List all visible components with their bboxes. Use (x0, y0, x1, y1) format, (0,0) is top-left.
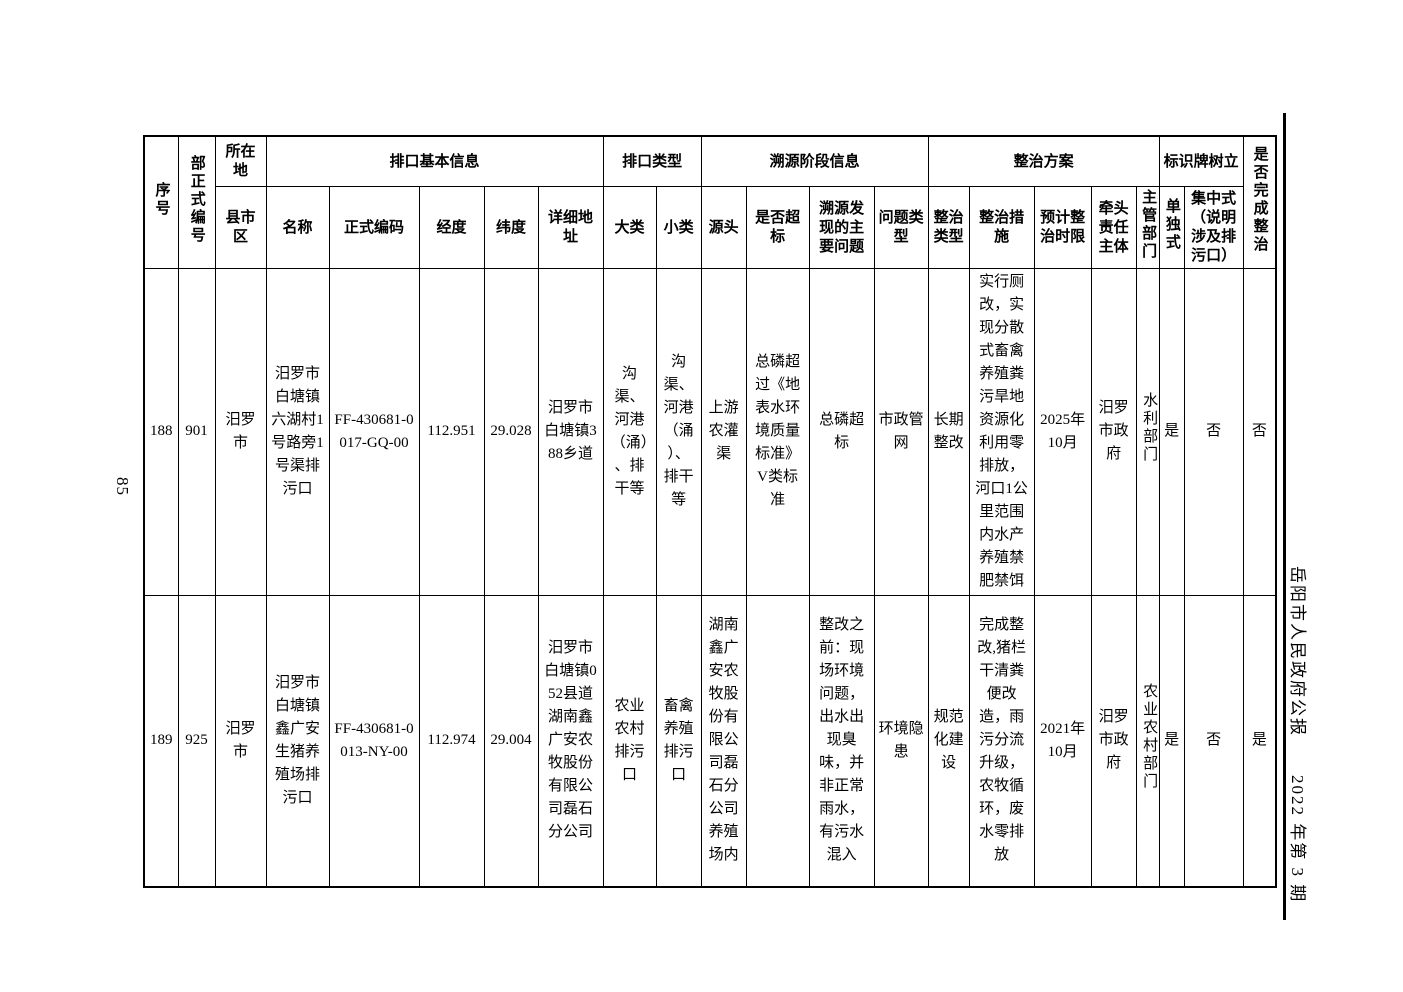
cell-exceed (745, 594, 810, 888)
cell-outlet-code: FF-430681-0017-GQ-00 (328, 267, 420, 596)
cell-name: 汨罗市白塘镇六湖村1号路旁1号渠排污口 (265, 267, 330, 596)
cell-longitude: 112.974 (418, 594, 485, 888)
col-header-category-major: 大类 (602, 185, 657, 269)
cell-name: 汨罗市白塘镇鑫广安生猪养殖场排污口 (265, 594, 330, 888)
cell-single-sign: 是 (1158, 594, 1185, 888)
cell-latitude: 29.004 (483, 594, 539, 888)
col-header-single-sign: 单独式 (1158, 185, 1185, 269)
cell-central-sign: 否 (1183, 267, 1244, 596)
col-header-latitude: 纬度 (483, 185, 539, 269)
right-edge-rule (1283, 113, 1286, 920)
col-header-longitude: 经度 (418, 185, 485, 269)
col-header-address: 详细地址 (537, 185, 604, 269)
col-header-deadline: 预计整治时限 (1033, 185, 1092, 269)
group-header-location: 所在地 (214, 135, 267, 187)
col-header-measures: 整治措施 (968, 185, 1035, 269)
cell-main-problem: 整改之前：现场环境问题，出水出现臭味，并非正常雨水，有污水混入 (808, 594, 875, 888)
col-header-problem-type: 问题类型 (873, 185, 929, 269)
cell-category-major: 沟渠、河港（涌）、排干等 (602, 267, 657, 596)
cell-category-minor: 畜禽养殖排污口 (655, 594, 702, 888)
cell-exceed: 总磷超过《地表水环境质量标准》V类标准 (745, 267, 810, 596)
cell-category-minor: 沟渠、河港（涌）、排干等 (655, 267, 702, 596)
cell-serial: 189 (143, 594, 179, 888)
table-row: 189 925 汨罗市 汨罗市白塘镇鑫广安生猪养殖场排污口 FF-430681-… (143, 594, 1277, 888)
journal-title: 岳阳市人民政府公报 2022 年第 3 期 (1288, 566, 1307, 904)
group-header-signboard: 标识牌树立 (1158, 135, 1244, 187)
outlet-remediation-table: 序号 部正式编号 所在地 排口基本信息 排口类型 溯源阶段信息 整治方案 标识牌… (143, 135, 1278, 888)
col-header-fix-type: 整治类型 (927, 185, 970, 269)
header-group-row: 序号 部正式编号 所在地 排口基本信息 排口类型 溯源阶段信息 整治方案 标识牌… (143, 135, 1277, 269)
cell-main-problem: 总磷超标 (808, 267, 875, 596)
col-header-ministry-code: 部正式编号 (177, 135, 216, 269)
col-header-source: 源头 (700, 185, 747, 269)
cell-deadline: 2021年10月 (1033, 594, 1092, 888)
cell-measures: 实行厕改，实现分散式畜禽养殖粪污旱地资源化利用零排放，河口1公里范围内水产养殖禁… (968, 267, 1035, 596)
col-header-outlet-code: 正式编码 (328, 185, 420, 269)
cell-category-major: 农业农村排污口 (602, 594, 657, 888)
cell-deadline: 2025年10月 (1033, 267, 1092, 596)
cell-completed: 是 (1242, 594, 1277, 888)
header-sub-row: 县市区 名称 正式编码 经度 纬度 详细地址 大类 小类 源头 是否超标 溯源发… (144, 185, 1276, 269)
cell-serial: 188 (143, 267, 179, 596)
cell-source: 湖南鑫广安农牧股份有限公司磊石分公司养殖场内 (700, 594, 747, 888)
table-row: 188 901 汨罗市 汨罗市白塘镇六湖村1号路旁1号渠排污口 FF-43068… (143, 267, 1277, 596)
cell-problem-type: 市政管网 (873, 267, 929, 596)
cell-address: 汨罗市白塘镇052县道湖南鑫广安农牧股份有限公司磊石分公司 (537, 594, 604, 888)
cell-county: 汨罗市 (214, 594, 267, 888)
cell-outlet-code: FF-430681-0013-NY-00 (328, 594, 420, 888)
cell-dept: 农业农村部门 (1135, 594, 1160, 888)
page-number: 85 (113, 477, 132, 496)
col-header-dept: 主管部门 (1135, 185, 1160, 269)
cell-lead-body: 汨罗市政府 (1090, 594, 1137, 888)
cell-county: 汨罗市 (214, 267, 267, 596)
cell-central-sign: 否 (1183, 594, 1244, 888)
col-header-central-sign: 集中式（说明涉及排污口） (1183, 185, 1244, 269)
cell-lead-body: 汨罗市政府 (1090, 267, 1137, 596)
col-header-exceed: 是否超标 (745, 185, 810, 269)
col-header-category-minor: 小类 (655, 185, 702, 269)
col-header-lead-body: 牵头责任主体 (1090, 185, 1137, 269)
col-header-main-problem: 溯源发现的主要问题 (808, 185, 875, 269)
group-header-trace-info: 溯源阶段信息 (700, 135, 929, 187)
cell-ministry-code: 925 (177, 594, 216, 888)
cell-measures: 完成整改,猪栏干清粪便改造，雨污分流升级，农牧循环，废水零排放 (968, 594, 1035, 888)
cell-single-sign: 是 (1158, 267, 1185, 596)
cell-problem-type: 环境隐患 (873, 594, 929, 888)
cell-latitude: 29.028 (483, 267, 539, 596)
cell-dept: 水利部门 (1135, 267, 1160, 596)
cell-fix-type: 长期整改 (927, 267, 970, 596)
cell-address: 汨罗市白塘镇388乡道 (537, 267, 604, 596)
col-header-county: 县市区 (214, 185, 267, 269)
cell-source: 上游农灌渠 (700, 267, 747, 596)
group-header-outlet-type: 排口类型 (602, 135, 702, 187)
cell-ministry-code: 901 (177, 267, 216, 596)
col-header-completed: 是否完成整治 (1242, 135, 1277, 269)
group-header-remediation-plan: 整治方案 (927, 135, 1160, 187)
cell-longitude: 112.951 (418, 267, 485, 596)
cell-fix-type: 规范化建设 (927, 594, 970, 888)
col-header-serial: 序号 (143, 135, 179, 269)
cell-completed: 否 (1242, 267, 1277, 596)
col-header-name: 名称 (265, 185, 330, 269)
group-header-basic-info: 排口基本信息 (265, 135, 604, 187)
